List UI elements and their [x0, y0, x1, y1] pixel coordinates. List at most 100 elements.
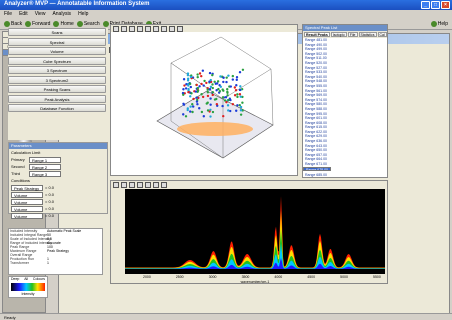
scatter-point — [241, 102, 243, 104]
x-tick-label: 3500 — [242, 275, 250, 279]
cube-spectrum-button[interactable]: Cube Spectrum — [8, 57, 106, 65]
param-select[interactable]: Range 2 — [29, 164, 61, 170]
search-button[interactable]: Search — [77, 21, 100, 27]
forward-button[interactable]: Forward — [25, 21, 50, 27]
condition-select[interactable]: Peak Strategy — [11, 185, 43, 191]
print-icon — [103, 21, 109, 27]
menu-view[interactable]: View — [35, 11, 46, 17]
x-tick-label: 3000 — [209, 275, 217, 279]
spectrum-peak-icon[interactable] — [129, 182, 135, 188]
scatter-point — [236, 79, 238, 81]
search-icon — [77, 21, 83, 27]
scatter-point — [203, 84, 205, 86]
home-button[interactable]: Home — [53, 21, 73, 27]
scatter-point — [192, 98, 194, 100]
scatter-point — [196, 73, 198, 75]
spectrum-export-icon[interactable] — [161, 182, 167, 188]
forward-arrow-icon — [25, 21, 31, 27]
maximize-button[interactable]: □ — [431, 1, 440, 9]
reset-view-icon[interactable] — [145, 26, 151, 32]
database-function-button[interactable]: Database Function — [8, 104, 106, 112]
back-button[interactable]: Back — [4, 21, 22, 27]
peak-list-tabs: Result Peaks Isotopic File Statistics Ca… — [303, 31, 387, 38]
condition-select[interactable]: Volume — [11, 213, 43, 219]
menu-file[interactable]: File — [4, 11, 12, 17]
condition-select[interactable]: Volume — [11, 192, 43, 198]
tab-cal[interactable]: Cal — [378, 32, 387, 37]
calculation-limit-group: Calculation Limit — [9, 149, 107, 156]
list-item[interactable]: Range 678.00 — [303, 167, 331, 172]
scatter-point — [219, 90, 221, 92]
spectrum-zoom-icon[interactable] — [113, 182, 119, 188]
help-button[interactable]: Help — [431, 21, 448, 27]
3-spectrum-button[interactable]: 3 Spectrum — [8, 66, 106, 74]
condition-select[interactable]: Volume — [11, 199, 43, 205]
zoom-in-icon[interactable] — [129, 26, 135, 32]
scans-button[interactable]: Scans — [8, 28, 106, 36]
scatter-point — [190, 92, 192, 94]
scatter-point — [239, 71, 241, 73]
scatter-point — [219, 75, 221, 77]
spectrum-grid-icon[interactable] — [145, 182, 151, 188]
scatter-point — [211, 74, 213, 76]
spectrum-layer — [125, 211, 385, 269]
scatter-point — [222, 96, 224, 98]
3d-scatter-cube[interactable] — [111, 33, 297, 176]
cube-edge — [271, 69, 273, 125]
scatter-point — [222, 77, 224, 79]
peak-analysis-button[interactable]: Peak Analysis — [8, 95, 106, 103]
colorbar-gradient — [11, 283, 45, 291]
close-button[interactable]: × — [441, 1, 450, 9]
scatter-point — [198, 85, 200, 87]
palette-icon[interactable] — [161, 26, 167, 32]
scatter-point — [232, 75, 234, 77]
param-select[interactable]: Range 1 — [29, 157, 61, 163]
rotate-icon[interactable] — [113, 26, 119, 32]
scatter-point — [227, 74, 229, 76]
menu-analysis[interactable]: Analysis — [52, 11, 71, 17]
minimize-button[interactable]: _ — [421, 1, 430, 9]
tab-file[interactable]: File — [348, 32, 358, 37]
tab-statistics[interactable]: Statistics — [359, 32, 377, 37]
scatter-point — [182, 113, 184, 115]
condition-value: = 0.0 — [45, 199, 54, 204]
zoom-out-icon[interactable] — [137, 26, 143, 32]
scatter-point — [216, 82, 218, 84]
scatter-point — [227, 99, 229, 101]
properties-grid: Included Intensity Automatic Peak Scale In… — [8, 228, 103, 275]
scatter-point — [234, 86, 236, 88]
export-icon[interactable] — [177, 26, 183, 32]
tab-isotopic[interactable]: Isotopic — [331, 32, 347, 37]
scatter-point — [197, 87, 199, 89]
volume-button[interactable]: Volume — [8, 47, 106, 55]
parameters-panel: Parameters Calculation Limit Primary Rang… — [8, 142, 108, 214]
axes-icon[interactable] — [169, 26, 175, 32]
spectrum-plot[interactable] — [125, 189, 385, 274]
scatter-point — [182, 88, 184, 90]
forward-label: Forward — [32, 21, 50, 27]
condition-select[interactable]: Volume — [11, 206, 43, 212]
spectrum-print-icon[interactable] — [153, 182, 159, 188]
x-tick-label: 5000 — [340, 275, 348, 279]
spectrum-pan-icon[interactable] — [121, 182, 127, 188]
3-spectrum2-button[interactable]: 3 Spectrum2 — [8, 76, 106, 84]
pan-icon[interactable] — [121, 26, 127, 32]
colorbar-labels: Deep All Colours — [9, 277, 47, 281]
scatter-point — [225, 76, 227, 78]
param-select[interactable]: Range 3 — [29, 171, 61, 177]
property-row[interactable]: Transformer 1 — [9, 261, 102, 265]
light-icon[interactable] — [153, 26, 159, 32]
spectral-button[interactable]: Spectral — [8, 38, 106, 46]
peaking-scans-button[interactable]: Peaking Scans — [8, 85, 106, 93]
condition-row: Volume = 0.0 — [9, 198, 107, 205]
menu-help[interactable]: Help — [78, 11, 88, 17]
menu-edit[interactable]: Edit — [19, 11, 28, 17]
tab-result-peaks[interactable]: Result Peaks — [304, 32, 330, 37]
scatter-point — [227, 104, 229, 106]
spectrum-baseline-icon[interactable] — [137, 182, 143, 188]
x-tick-label: 4000 — [274, 275, 282, 279]
condition-row: Volume = 0.0 — [9, 191, 107, 198]
list-item[interactable]: Range 685.00 — [303, 173, 387, 178]
scatter-point — [225, 96, 227, 98]
scatter-point — [235, 89, 237, 91]
